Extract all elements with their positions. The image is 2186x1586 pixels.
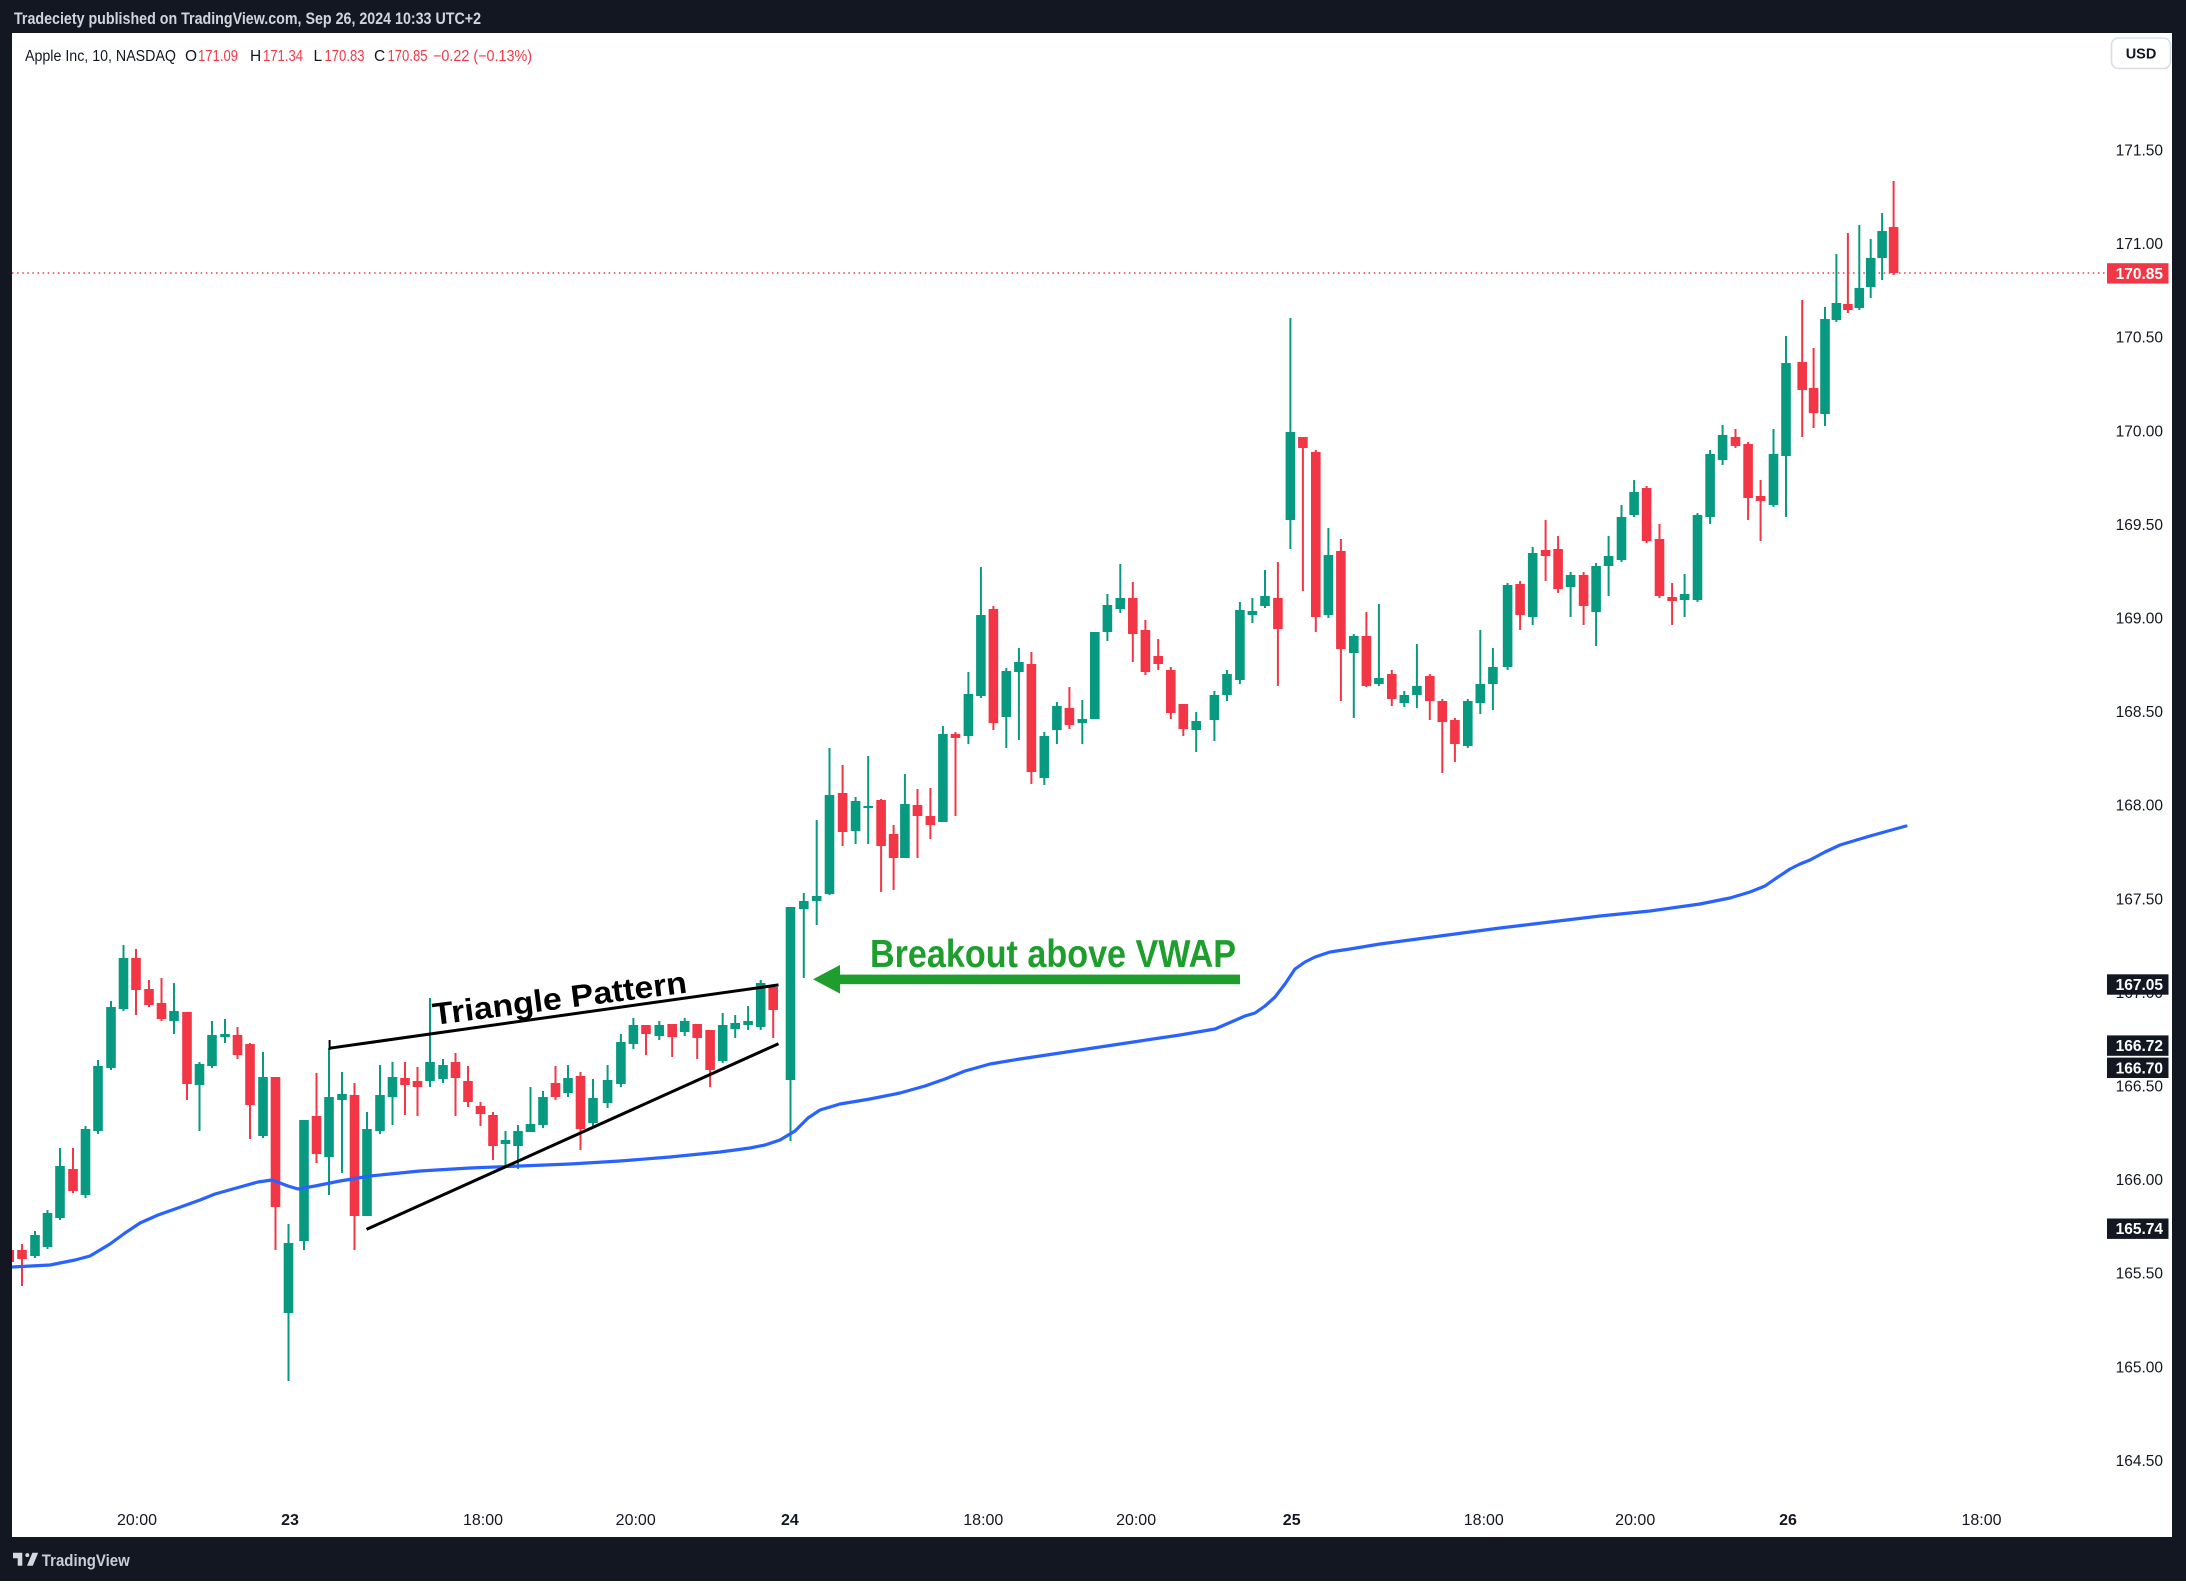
svg-text:18:00: 18:00 (1464, 1512, 1504, 1529)
svg-text:170.00: 170.00 (2116, 423, 2164, 440)
svg-text:165.00: 165.00 (2116, 1359, 2164, 1376)
svg-text:167.50: 167.50 (2116, 891, 2164, 908)
svg-text:165.50: 165.50 (2116, 1266, 2164, 1283)
svg-text:168.50: 168.50 (2116, 704, 2164, 721)
svg-text:20:00: 20:00 (1615, 1512, 1655, 1529)
svg-text:20:00: 20:00 (117, 1512, 157, 1529)
svg-text:18:00: 18:00 (1961, 1512, 2001, 1529)
svg-text:TradingView: TradingView (42, 1551, 131, 1570)
svg-text:170.50: 170.50 (2116, 330, 2164, 347)
svg-text:26: 26 (1779, 1512, 1797, 1529)
svg-text:20:00: 20:00 (1116, 1512, 1156, 1529)
svg-text:167.05: 167.05 (2116, 977, 2164, 994)
svg-text:171.50: 171.50 (2116, 143, 2164, 160)
svg-text:166.50: 166.50 (2116, 1079, 2164, 1096)
svg-text:165.74: 165.74 (2116, 1221, 2164, 1238)
svg-text:25: 25 (1283, 1512, 1301, 1529)
svg-text:Tradeciety published on Tradin: Tradeciety published on TradingView.com,… (14, 9, 481, 28)
svg-text:USD: USD (2126, 47, 2157, 63)
svg-text:20:00: 20:00 (616, 1512, 656, 1529)
svg-text:18:00: 18:00 (463, 1512, 503, 1529)
svg-text:18:00: 18:00 (963, 1512, 1003, 1529)
svg-text:166.00: 166.00 (2116, 1172, 2164, 1189)
svg-text:166.72: 166.72 (2116, 1038, 2163, 1055)
svg-text:164.50: 164.50 (2116, 1453, 2164, 1470)
svg-text:170.85: 170.85 (2116, 266, 2164, 283)
svg-text:169.00: 169.00 (2116, 611, 2164, 628)
svg-text:168.00: 168.00 (2116, 798, 2164, 815)
svg-text:169.50: 169.50 (2116, 517, 2164, 534)
svg-text:166.70: 166.70 (2116, 1060, 2163, 1077)
svg-text:23: 23 (281, 1512, 299, 1529)
svg-text:171.00: 171.00 (2116, 236, 2164, 253)
svg-text:24: 24 (781, 1512, 799, 1529)
svg-text:Breakout above VWAP: Breakout above VWAP (870, 933, 1236, 976)
